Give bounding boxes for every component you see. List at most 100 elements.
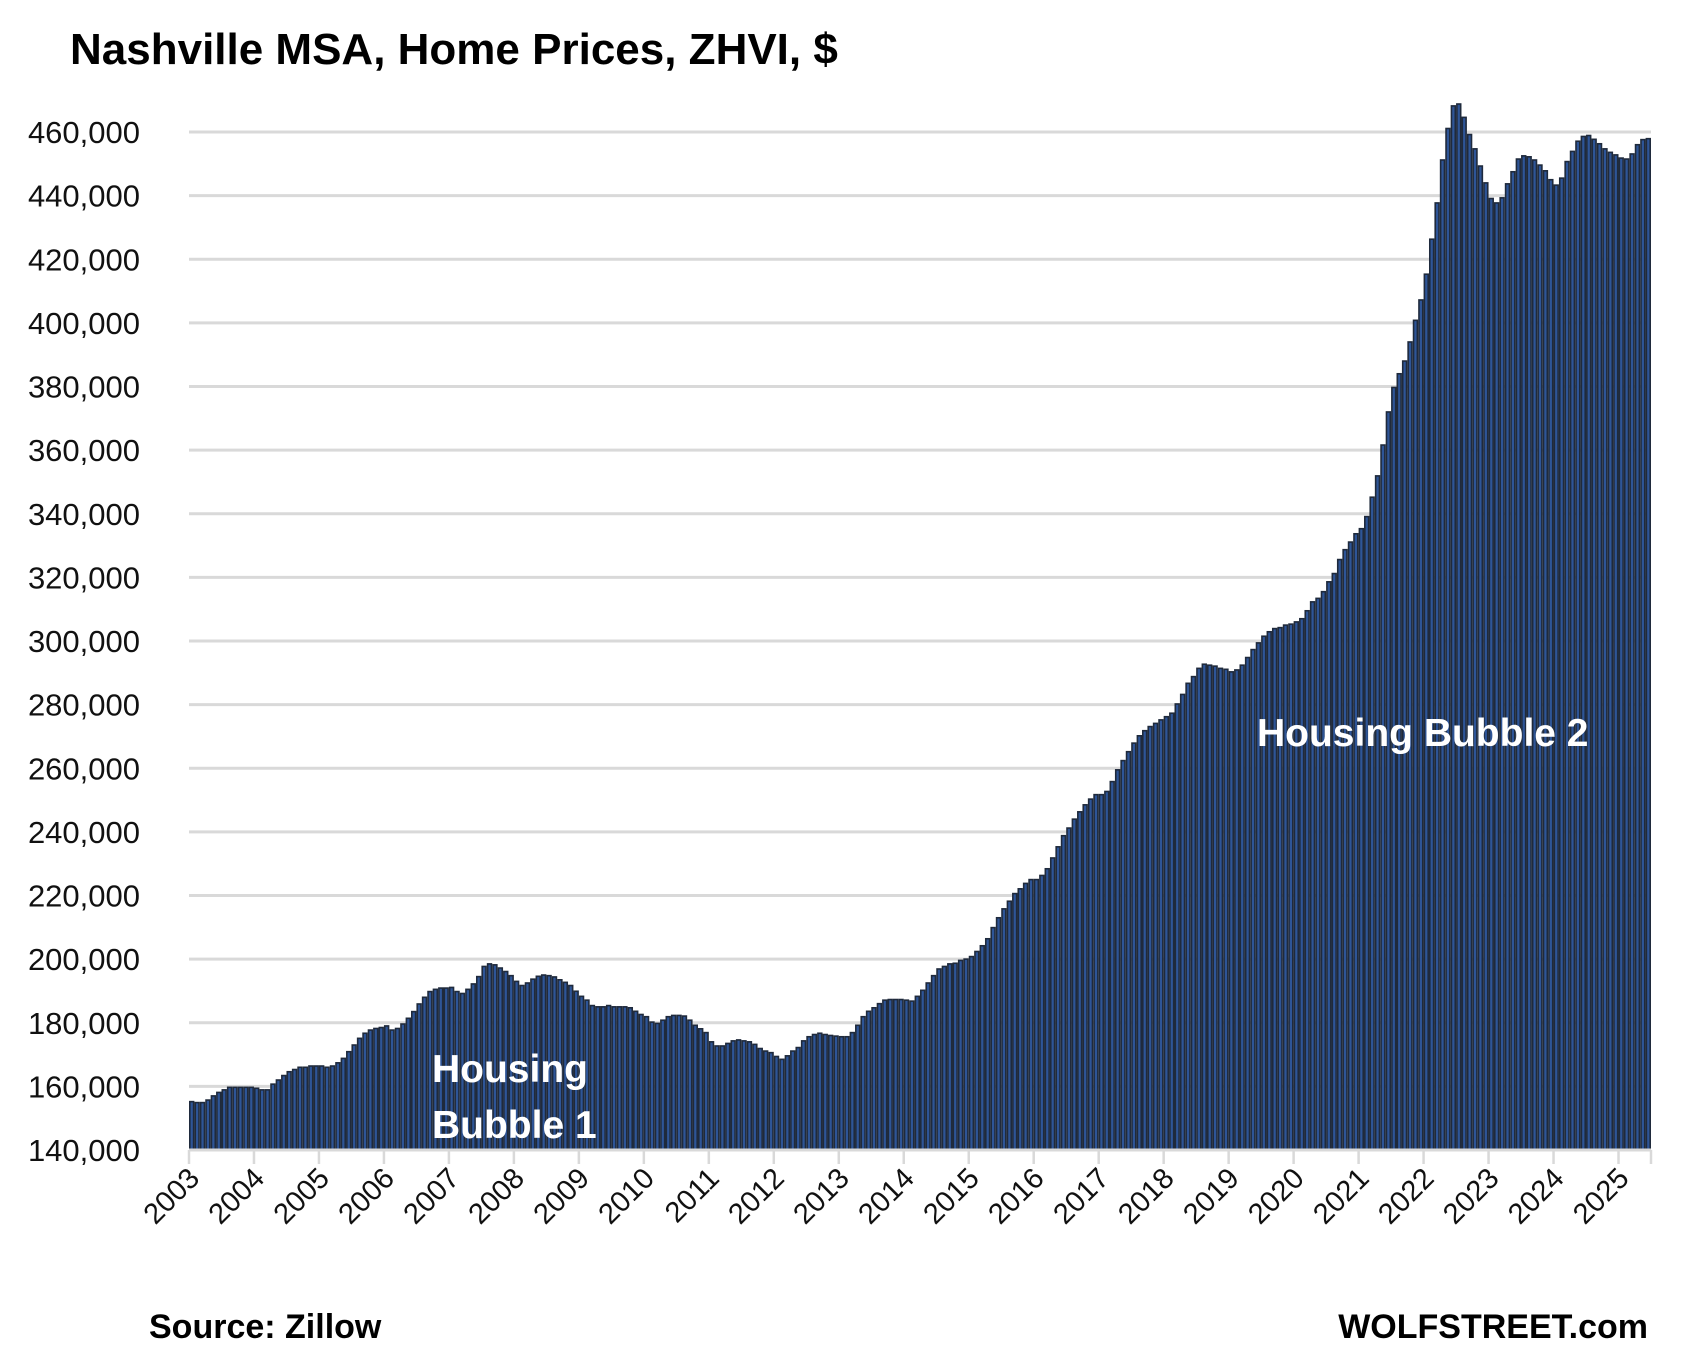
- bar: [795, 1046, 801, 1151]
- bar: [1234, 669, 1240, 1151]
- bars: [189, 103, 1651, 1151]
- bar: [968, 955, 975, 1151]
- bar: [1028, 878, 1034, 1151]
- bar: [643, 1015, 650, 1151]
- y-tick-label: 220,000: [28, 879, 140, 914]
- bar: [1575, 140, 1581, 1151]
- bar: [270, 1083, 276, 1151]
- bar: [725, 1042, 731, 1151]
- bar: [925, 982, 931, 1151]
- bar: [909, 1000, 915, 1151]
- bar: [1548, 178, 1554, 1151]
- bar: [898, 998, 904, 1151]
- bar: [1244, 656, 1251, 1151]
- bar: [838, 1035, 845, 1151]
- bar: [1120, 759, 1126, 1151]
- bar: [1239, 664, 1245, 1151]
- y-tick-label: 280,000: [28, 688, 140, 723]
- bar: [1504, 183, 1511, 1151]
- bar: [1223, 668, 1229, 1151]
- bar: [654, 1022, 661, 1151]
- bar: [1169, 712, 1175, 1151]
- bar: [210, 1095, 217, 1151]
- y-tick-label: 360,000: [28, 433, 140, 468]
- bar: [1077, 811, 1083, 1151]
- bar: [1645, 137, 1651, 1151]
- bar: [865, 1010, 872, 1151]
- bar: [1445, 127, 1451, 1151]
- x-tick-label: 2007: [398, 1162, 466, 1230]
- bar: [1488, 197, 1494, 1151]
- bar: [779, 1058, 785, 1151]
- bar: [1586, 134, 1592, 1151]
- y-axis-labels: 140,000 160,000 180,000 200,000 220,000 240,0…: [28, 115, 140, 1168]
- bar: [768, 1051, 774, 1151]
- bar: [1353, 532, 1359, 1151]
- bar: [1450, 105, 1457, 1151]
- bar: [665, 1015, 671, 1151]
- bar: [892, 998, 899, 1151]
- bar: [681, 1015, 688, 1151]
- bar: [1596, 142, 1603, 1151]
- bar: [1055, 846, 1061, 1151]
- bar: [1385, 411, 1392, 1151]
- bar: [1206, 664, 1213, 1151]
- bar: [1607, 151, 1614, 1151]
- bar: [1629, 153, 1635, 1151]
- bar: [811, 1033, 818, 1151]
- bar: [605, 1004, 612, 1151]
- bar: [1185, 682, 1191, 1151]
- bar: [205, 1099, 211, 1151]
- bar: [335, 1062, 341, 1151]
- bar: [1569, 150, 1576, 1151]
- bar: [1439, 159, 1446, 1151]
- bar: [1293, 621, 1300, 1151]
- bar: [660, 1019, 666, 1151]
- bar: [253, 1087, 260, 1151]
- y-tick-label: 420,000: [28, 242, 140, 277]
- bar: [1461, 116, 1467, 1151]
- bar: [1217, 667, 1224, 1151]
- annotation-bubble-1-line-2: Bubble 1: [432, 1104, 597, 1147]
- y-tick-label: 140,000: [28, 1133, 140, 1168]
- bar: [221, 1089, 227, 1151]
- bar: [1152, 722, 1159, 1151]
- bar: [383, 1025, 390, 1151]
- bar: [860, 1015, 866, 1151]
- bar: [941, 965, 948, 1151]
- bar: [952, 962, 958, 1151]
- y-tick-label: 380,000: [28, 370, 140, 405]
- bar: [356, 1037, 363, 1151]
- x-tick-label: 2016: [982, 1162, 1050, 1230]
- bar: [790, 1050, 796, 1151]
- x-tick-label: 2015: [917, 1162, 985, 1230]
- bar: [1196, 667, 1202, 1151]
- bar: [189, 1100, 195, 1151]
- bar: [687, 1019, 693, 1151]
- gridlines: [189, 130, 1651, 1088]
- bar: [1125, 750, 1132, 1151]
- bar: [1093, 793, 1099, 1151]
- x-axis: [187, 1148, 1653, 1164]
- bar: [1131, 742, 1137, 1151]
- x-tick-label: 2022: [1372, 1162, 1440, 1230]
- bar: [1326, 581, 1332, 1151]
- bar: [1098, 793, 1105, 1151]
- bar: [990, 926, 996, 1151]
- bar: [1531, 159, 1538, 1151]
- bar: [692, 1024, 698, 1151]
- bar: [930, 974, 937, 1151]
- bar: [264, 1089, 271, 1151]
- bar: [1358, 527, 1365, 1151]
- bar: [1163, 715, 1170, 1151]
- bar: [1147, 725, 1153, 1151]
- bar: [882, 999, 888, 1151]
- bar: [762, 1050, 769, 1151]
- annotation-bubble-1-line-1: Housing: [432, 1048, 588, 1091]
- bar: [329, 1065, 336, 1151]
- bar: [752, 1043, 758, 1151]
- bar: [1022, 882, 1029, 1151]
- bar: [1114, 769, 1121, 1151]
- bar: [1001, 908, 1007, 1151]
- bar: [1466, 133, 1473, 1151]
